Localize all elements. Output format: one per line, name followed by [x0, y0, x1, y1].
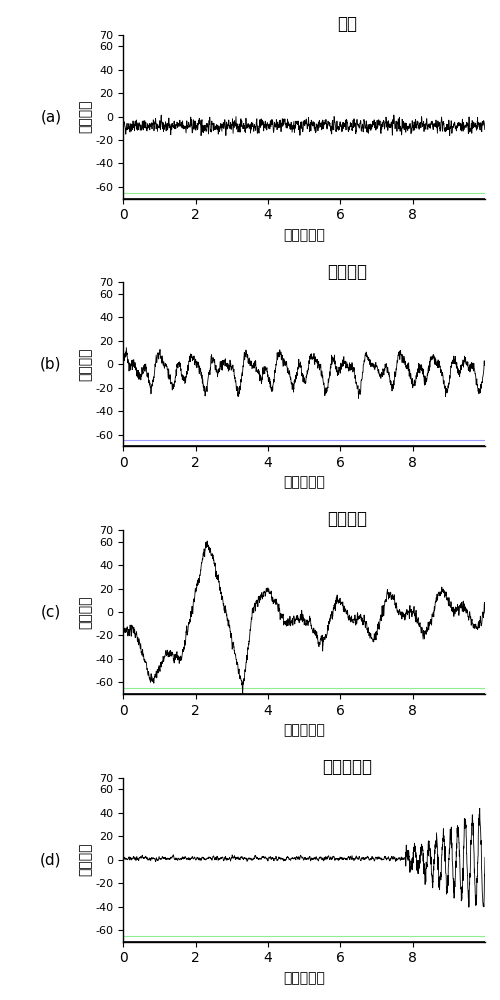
- X-axis label: 时间（秒）: 时间（秒）: [283, 723, 325, 737]
- Text: (d): (d): [40, 852, 62, 867]
- Text: (c): (c): [41, 604, 61, 619]
- X-axis label: 时间（秒）: 时间（秒）: [283, 476, 325, 490]
- Y-axis label: 振幅微波: 振幅微波: [78, 100, 92, 133]
- Title: 浅度催眠: 浅度催眠: [328, 263, 368, 281]
- Y-axis label: 振幅微波: 振幅微波: [78, 843, 92, 876]
- Title: 极深度催眠: 极深度催眠: [322, 758, 372, 776]
- X-axis label: 时间（秒）: 时间（秒）: [283, 228, 325, 242]
- Y-axis label: 振幅微波: 振幅微波: [78, 595, 92, 629]
- Text: (a): (a): [40, 109, 62, 124]
- Title: 深度催眠: 深度催眠: [328, 510, 368, 528]
- Text: (b): (b): [40, 357, 62, 372]
- X-axis label: 时间（秒）: 时间（秒）: [283, 971, 325, 985]
- Y-axis label: 振幅微波: 振幅微波: [78, 348, 92, 381]
- Title: 苏醒: 苏醒: [338, 15, 357, 33]
